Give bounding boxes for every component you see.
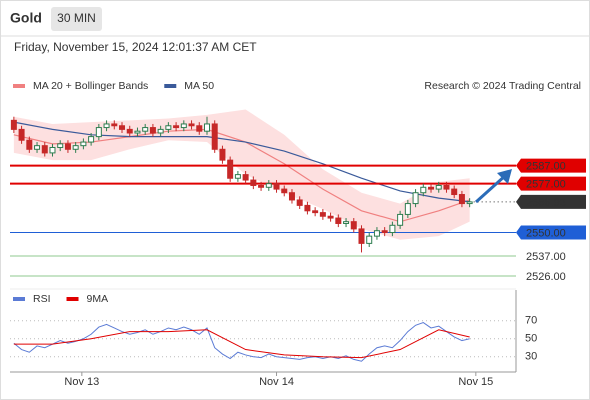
candle-body: [72, 145, 79, 150]
candle-body: [451, 188, 458, 196]
candle-body: [203, 123, 210, 132]
candle-body: [80, 141, 87, 147]
candle-body: [49, 146, 56, 154]
legend-swatch: [164, 84, 177, 88]
candle-body: [281, 188, 288, 194]
candle-body: [64, 143, 71, 150]
candle-body: [319, 212, 326, 217]
candle-body: [88, 136, 95, 143]
candle-body: [350, 221, 357, 230]
x-tick-label: Nov 14: [259, 376, 294, 388]
legend-label: 9MA: [87, 293, 109, 305]
indicator-line: [13, 329, 470, 359]
legend-swatch: [66, 297, 79, 301]
candle-body: [142, 127, 149, 132]
legend-swatch: [13, 297, 25, 301]
plot: 2587.00 2577.00 2566.93 2550.00 2537.00 2526.…: [10, 80, 586, 388]
candle-body: [10, 119, 17, 130]
candle-body: [327, 215, 334, 219]
level-tag: [516, 176, 586, 191]
arrow-shaft: [474, 173, 508, 204]
candle-body: [95, 127, 102, 138]
candle-body: [57, 143, 64, 148]
arrow-head: [497, 169, 512, 184]
candle-body: [34, 145, 41, 150]
candle-body: [273, 183, 280, 190]
candle-body: [458, 194, 465, 205]
candle-body: [157, 128, 164, 134]
credit: Research © 2024 Trading Central: [424, 80, 581, 92]
legend-label: MA 50: [184, 80, 214, 92]
candle-body: [397, 213, 404, 226]
level-label: 2526.00: [526, 271, 566, 283]
x-tick-label: Nov 13: [64, 376, 99, 388]
candle-body: [428, 186, 435, 190]
candle-body: [358, 228, 365, 244]
y-tick-label: 70: [525, 315, 537, 327]
candle-body: [103, 123, 110, 129]
candle-body: [265, 183, 272, 188]
candle-body: [134, 130, 141, 134]
candle-body: [335, 217, 342, 224]
level-label: 2566.93: [526, 197, 566, 209]
candle-body: [466, 201, 473, 205]
candle-body: [258, 184, 265, 188]
candle-body: [366, 235, 373, 244]
candle-body: [304, 204, 311, 212]
level-tag: [516, 158, 586, 173]
candle-body: [26, 139, 33, 150]
candle-body: [288, 192, 295, 201]
candle-body: [296, 199, 303, 206]
candle-body: [404, 203, 411, 215]
candle-body: [188, 123, 195, 127]
candle-body: [343, 221, 350, 224]
candle-body: [173, 125, 180, 129]
candle-body: [119, 125, 126, 130]
candle-body: [126, 128, 133, 134]
y-tick-label: 30: [525, 351, 537, 363]
level-label: 2550.00: [526, 227, 566, 239]
symbol: Gold: [10, 10, 42, 26]
candle-body: [211, 123, 218, 150]
candle-body: [149, 127, 156, 134]
interval-badge: [51, 7, 102, 31]
candle-body: [435, 184, 442, 190]
candle-body: [165, 125, 172, 130]
indicator-line: [13, 322, 470, 362]
interval: 30 MIN: [57, 11, 96, 25]
candle-body: [18, 128, 25, 141]
candle-body: [180, 123, 187, 129]
candle-body: [234, 174, 241, 179]
x-tick-label: Nov 15: [458, 376, 493, 388]
level-label: 2537.00: [526, 251, 566, 263]
legend-label: MA 20 + Bollinger Bands: [33, 80, 148, 92]
candle-body: [219, 148, 226, 161]
candle-body: [373, 230, 380, 237]
candle-body: [412, 192, 419, 205]
candle-body: [227, 159, 234, 179]
legend-swatch: [13, 84, 25, 88]
candle-body: [381, 230, 388, 234]
candle-body: [250, 179, 257, 186]
candle-body: [312, 210, 319, 214]
timestamp: Friday, November 15, 2024 12:01:37 AM CE…: [14, 40, 257, 54]
level-label: 2587.00: [526, 160, 566, 172]
candle-body: [41, 145, 48, 154]
level-tag: [516, 225, 586, 240]
candle-body: [196, 125, 203, 132]
y-tick-label: 50: [525, 333, 537, 345]
candle-body: [111, 123, 118, 127]
legend-label: RSI: [33, 293, 51, 305]
candle-body: [420, 186, 427, 194]
candle-body: [389, 224, 396, 234]
level-tag: [516, 194, 586, 209]
level-label: 2577.00: [526, 179, 566, 191]
candle-body: [443, 184, 450, 190]
candle-body: [242, 174, 249, 181]
